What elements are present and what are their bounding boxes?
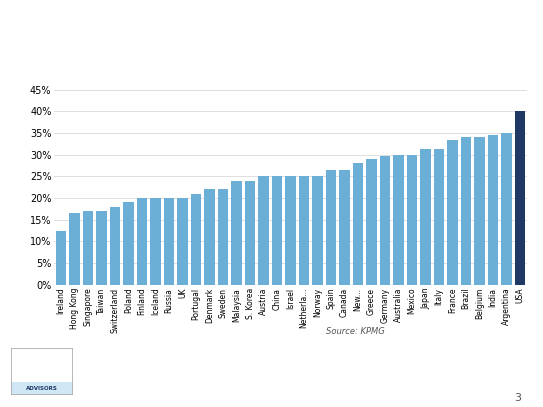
Bar bbox=[137, 198, 147, 285]
Bar bbox=[394, 155, 403, 285]
Bar bbox=[447, 140, 458, 285]
Bar bbox=[150, 198, 161, 285]
Bar bbox=[164, 198, 174, 285]
Bar bbox=[110, 207, 120, 285]
Text: HIGHEST MARGINAL CORPORATE TAX RATES: HIGHEST MARGINAL CORPORATE TAX RATES bbox=[73, 19, 470, 33]
Text: Source: KPMG: Source: KPMG bbox=[326, 327, 384, 336]
Bar bbox=[299, 176, 309, 285]
Bar bbox=[70, 213, 80, 285]
Bar bbox=[83, 211, 93, 285]
Text: 3: 3 bbox=[514, 393, 521, 403]
Bar bbox=[475, 137, 484, 285]
Bar bbox=[286, 176, 295, 285]
Text: ADVISORS: ADVISORS bbox=[26, 386, 58, 391]
Text: 2015: 2015 bbox=[249, 54, 294, 68]
Bar bbox=[56, 231, 66, 285]
Bar bbox=[488, 135, 498, 285]
Bar bbox=[407, 155, 417, 285]
Bar bbox=[258, 176, 269, 285]
Bar bbox=[191, 194, 201, 285]
Bar bbox=[434, 149, 444, 285]
Bar bbox=[353, 163, 363, 285]
Bar bbox=[339, 170, 350, 285]
Bar bbox=[420, 149, 431, 285]
Bar bbox=[231, 181, 242, 285]
Bar bbox=[515, 111, 525, 285]
Bar bbox=[218, 189, 228, 285]
Bar bbox=[123, 202, 134, 285]
Bar bbox=[312, 176, 323, 285]
Bar bbox=[326, 170, 336, 285]
Bar bbox=[380, 156, 390, 285]
FancyBboxPatch shape bbox=[11, 382, 73, 395]
Bar bbox=[205, 189, 214, 285]
Bar bbox=[461, 137, 471, 285]
Bar bbox=[501, 133, 512, 285]
Bar bbox=[245, 181, 255, 285]
Bar bbox=[367, 159, 376, 285]
Bar bbox=[272, 176, 282, 285]
Bar bbox=[97, 211, 106, 285]
Text: L&S: L&S bbox=[27, 359, 58, 373]
Bar bbox=[178, 198, 187, 285]
